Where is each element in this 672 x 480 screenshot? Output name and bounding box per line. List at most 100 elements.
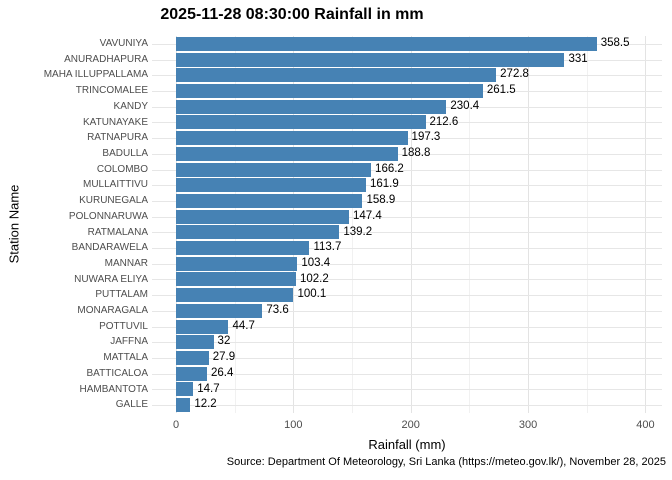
bar-value-label: 73.6 [266, 304, 289, 317]
y-axis-tick-label: NUWARA ELIYA [74, 273, 148, 285]
plot-panel [152, 36, 662, 413]
gridline-horizontal [152, 216, 662, 218]
y-axis-tick-label: COLOMBO [96, 163, 148, 175]
gridline-horizontal [152, 232, 662, 234]
y-axis-tick-label: ANURADHAPURA [64, 53, 148, 65]
bar-value-label: 261.5 [486, 84, 516, 97]
gridline-major-vertical [293, 36, 295, 413]
bar [176, 146, 398, 161]
gridline-horizontal [152, 169, 662, 171]
bar [176, 303, 263, 318]
y-axis-tick-label: KURUNEGALA [79, 195, 148, 207]
gridline-horizontal [152, 373, 662, 375]
bar-value-label: 32 [217, 335, 231, 348]
bar [176, 193, 363, 208]
bar-value-label: 212.6 [429, 115, 459, 128]
gridline-horizontal [152, 295, 662, 297]
bar [176, 115, 426, 130]
bar [176, 335, 214, 350]
gridline-minor-vertical [234, 36, 236, 413]
gridline-minor-vertical [469, 36, 471, 413]
bar-value-label: 331 [568, 52, 588, 65]
chart-caption: Source: Department Of Meteorology, Sri L… [226, 456, 666, 468]
y-axis-tick-label: POTTUVIL [99, 320, 148, 332]
bar [176, 398, 191, 413]
x-axis-title: Rainfall (mm) [368, 437, 446, 452]
bar [176, 209, 349, 224]
gridline-horizontal [152, 200, 662, 202]
bar-value-label: 14.7 [197, 382, 220, 395]
bar [176, 131, 408, 146]
gridline-major-vertical [528, 36, 530, 413]
bar-value-label: 188.8 [401, 146, 431, 159]
bar-value-label: 139.2 [343, 225, 373, 238]
gridline-horizontal [152, 326, 662, 328]
gridline-horizontal [152, 342, 662, 344]
y-axis-tick-label: KATUNAYAKE [82, 116, 148, 128]
bar [176, 351, 209, 366]
y-axis-tick-label: BATTICALOA [86, 367, 149, 379]
y-axis-tick-label: RATNAPURA [87, 132, 148, 144]
bar-value-label: 27.9 [212, 351, 236, 364]
y-axis-tick-label: BADULLA [102, 147, 148, 159]
bar [176, 83, 483, 98]
bar-value-label: 197.3 [411, 131, 441, 144]
gridline-horizontal [152, 263, 662, 265]
bar [176, 162, 372, 177]
bar [176, 382, 194, 397]
y-axis-tick-label: BANDARAWELA [71, 242, 148, 254]
bar-value-label: 230.4 [450, 99, 480, 112]
y-axis-tick-label: MANNAR [104, 257, 148, 269]
bar-value-label: 12.2 [194, 398, 217, 411]
gridline-horizontal [152, 405, 662, 407]
bar-value-label: 158.9 [366, 194, 396, 207]
bar-value-label: 147.4 [352, 209, 382, 222]
gridline-major-vertical [410, 36, 412, 413]
bar [176, 99, 447, 114]
bar [176, 225, 340, 240]
x-axis-tick-label: 0 [172, 419, 180, 431]
bar-value-label: 26.4 [210, 366, 234, 379]
y-axis-tick-label: MONARAGALA [77, 305, 148, 317]
x-axis-tick-label: 400 [636, 419, 655, 431]
gridline-horizontal [152, 358, 662, 360]
gridline-major-vertical [176, 36, 177, 413]
y-axis-tick-label: JAFFNA [110, 336, 148, 348]
bar [176, 366, 207, 381]
bar [176, 52, 565, 67]
bar-value-label: 44.7 [232, 319, 255, 332]
bar [176, 68, 497, 83]
gridline-horizontal [152, 389, 662, 391]
x-axis-tick-label: 300 [518, 419, 538, 431]
y-axis-tick-label: MULLAITTIVU [82, 179, 148, 191]
gridline-minor-vertical [352, 36, 354, 413]
y-axis-tick-label: VAVUNIYA [99, 38, 148, 49]
gridline-horizontal [152, 279, 662, 281]
bar-value-label: 100.1 [297, 288, 327, 301]
bar [176, 241, 310, 256]
x-axis-tick-label: 100 [284, 419, 303, 431]
bar-value-label: 161.9 [370, 178, 399, 191]
bar [176, 256, 298, 271]
gridline-horizontal [152, 248, 662, 250]
bar [176, 319, 229, 334]
y-axis-tick-label: MAHA ILLUPPALLAMA [43, 69, 148, 81]
y-axis-tick-label: HAMBANTOTA [79, 383, 148, 395]
gridline-horizontal [152, 185, 662, 187]
bar-value-label: 102.2 [299, 272, 329, 285]
y-axis-tick-label: PUTTALAM [95, 289, 148, 301]
bar-value-label: 272.8 [500, 68, 529, 81]
bar-value-label: 358.5 [600, 37, 630, 49]
y-axis-tick-label: TRINCOMALEE [75, 85, 148, 97]
y-axis-tick-label: KANDY [113, 100, 148, 112]
gridline-horizontal [152, 310, 662, 312]
bar [176, 288, 294, 303]
gridline-major-vertical [645, 36, 647, 413]
y-axis-tick-label: RATMALANA [87, 226, 148, 238]
bar-value-label: 113.7 [313, 241, 342, 254]
x-axis-tick-label: 200 [401, 419, 420, 431]
y-axis-tick-label: GALLE [115, 399, 148, 411]
bar [176, 178, 366, 193]
bar [176, 272, 296, 287]
